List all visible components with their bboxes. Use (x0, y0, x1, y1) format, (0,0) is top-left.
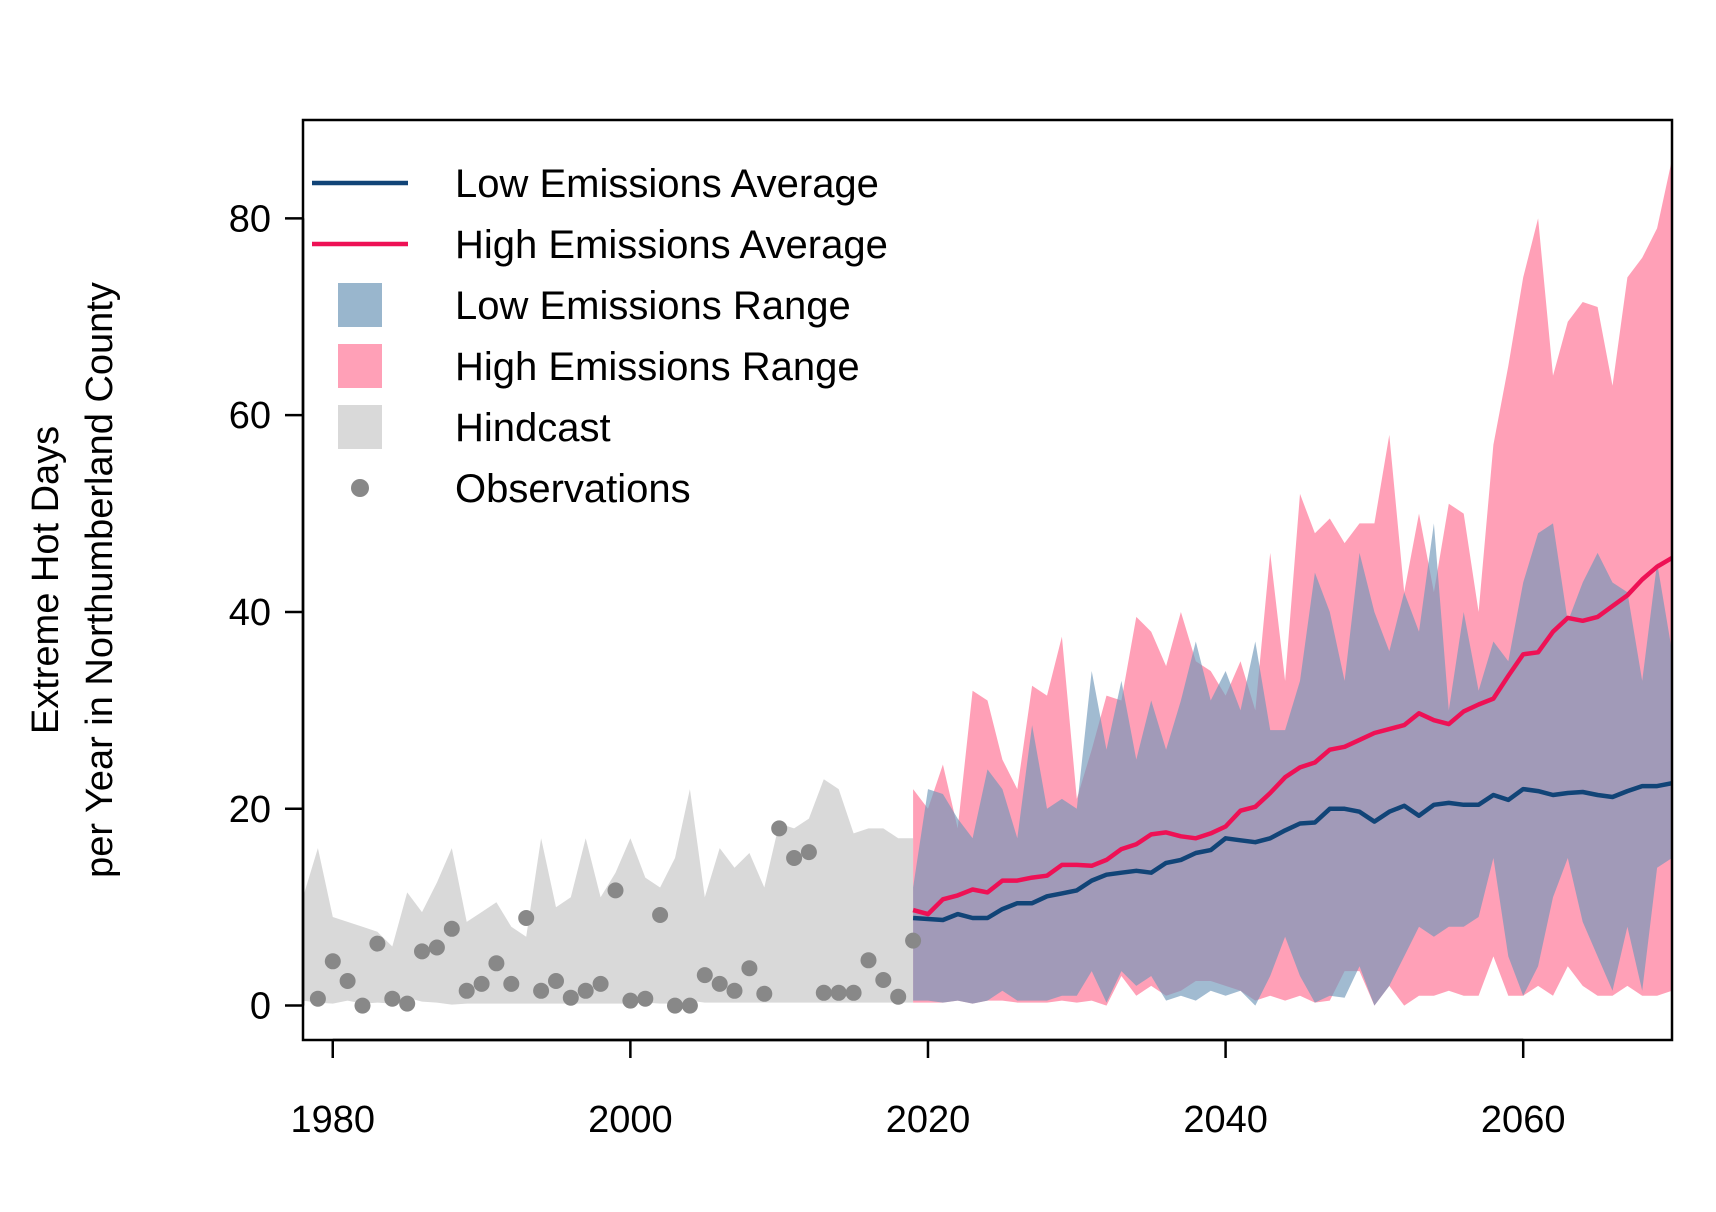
y-axis-title-line-2: per Year in Northumberland County (79, 282, 121, 878)
observation-point (786, 850, 803, 866)
observation-point (533, 982, 550, 999)
observation-point (399, 995, 416, 1012)
observation-point (637, 990, 654, 1007)
observation-point (681, 997, 698, 1014)
observation-points (309, 820, 922, 1014)
legend-point-swatch (351, 479, 369, 497)
legend-item: Hindcast (338, 405, 611, 450)
legend-item: Low Emissions Range (338, 283, 851, 328)
observation-point (711, 975, 728, 992)
observation-point (339, 973, 356, 989)
x-tick-label: 1980 (290, 1099, 375, 1141)
legend-label: Low Emissions Average (455, 162, 879, 206)
observation-point (815, 984, 832, 1001)
legend-label: Hindcast (455, 406, 611, 450)
observation-point (354, 997, 371, 1014)
observation-point (845, 984, 862, 1001)
observation-point (607, 882, 624, 899)
observation-point (592, 975, 609, 992)
x-tick-label: 2060 (1481, 1099, 1566, 1141)
legend-label: High Emissions Range (455, 345, 860, 389)
high-emissions-average-line (912, 555, 1672, 917)
observation-point (726, 982, 743, 999)
low-emissions-range-area (913, 523, 1672, 1006)
legend-item: Observations (351, 467, 691, 511)
y-tick-label: 40 (229, 592, 271, 634)
observation-point (428, 939, 445, 956)
x-tick-label: 2020 (886, 1099, 971, 1141)
y-axis-title: Extreme Hot Days per Year in Northumberl… (25, 282, 121, 878)
observation-point (741, 960, 758, 977)
low-emissions-average-line (912, 780, 1672, 923)
observation-point (622, 992, 639, 1009)
observation-point (473, 975, 490, 992)
legend-item: Low Emissions Average (312, 162, 879, 206)
legend-box-swatch (338, 405, 382, 449)
y-axis: 0 20 40 60 80 (229, 198, 305, 1028)
observation-point (800, 844, 817, 861)
average-lines (912, 555, 1672, 923)
observation-point (488, 955, 505, 972)
observation-point (443, 920, 460, 937)
observation-point (771, 820, 788, 837)
observation-point (830, 984, 847, 1001)
observation-point (548, 973, 564, 989)
legend: Low Emissions Average High Emissions Aver… (312, 162, 888, 511)
x-tick-label: 2000 (588, 1099, 673, 1141)
legend-box-swatch (338, 283, 382, 327)
observation-point (875, 972, 892, 988)
y-tick-label: 0 (250, 986, 271, 1028)
x-axis: 1980 2000 2020 2040 2060 (290, 1038, 1566, 1141)
observation-point (458, 982, 475, 999)
legend-label: High Emissions Average (455, 223, 888, 267)
legend-label: Observations (455, 467, 691, 511)
observation-point (756, 985, 773, 1002)
legend-item: High Emissions Average (312, 223, 888, 267)
observation-point (369, 935, 386, 952)
observation-point (577, 982, 594, 999)
legend-item: High Emissions Range (338, 344, 860, 389)
observation-point (324, 953, 341, 970)
observation-point (503, 975, 520, 992)
y-tick-label: 80 (229, 198, 271, 240)
observation-point (518, 910, 535, 926)
y-axis-title-line-1: Extreme Hot Days (25, 426, 67, 734)
observation-point (905, 932, 922, 949)
observation-point (890, 988, 907, 1005)
observation-point (696, 967, 713, 984)
observation-point (309, 990, 326, 1007)
y-tick-label: 60 (229, 395, 271, 437)
y-tick-label: 20 (229, 789, 271, 831)
observation-point (414, 943, 430, 960)
legend-label: Low Emissions Range (455, 284, 851, 328)
legend-box-swatch (338, 344, 382, 388)
x-tick-label: 2040 (1183, 1099, 1268, 1141)
observation-point (562, 989, 579, 1006)
observation-point (667, 997, 683, 1014)
observation-point (384, 990, 401, 1007)
observation-point (860, 952, 877, 969)
observation-point (652, 907, 669, 923)
